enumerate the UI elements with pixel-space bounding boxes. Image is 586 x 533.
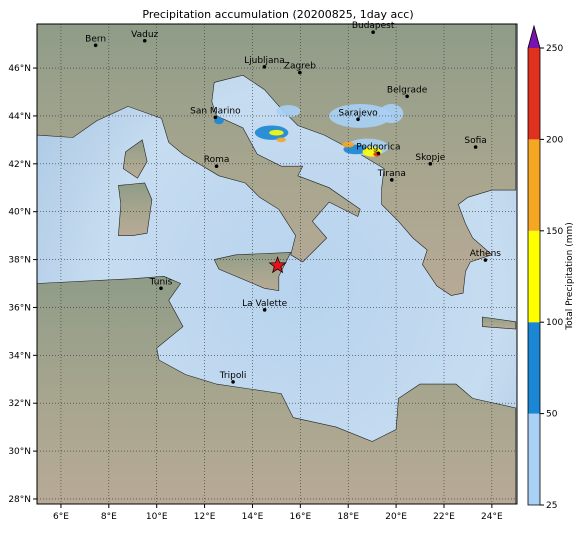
- x-tick-label: 12°E: [194, 512, 216, 522]
- colorbar-tick-label: 150: [546, 227, 563, 237]
- event-star: [268, 256, 287, 274]
- colorbar-tick-label: 50: [546, 410, 558, 420]
- colorbar-frame: [527, 24, 541, 506]
- colorbar-label: Total Precipitation (mm): [565, 222, 575, 331]
- city-marker: [262, 308, 267, 312]
- city-label: San Marino: [190, 106, 241, 116]
- city-marker: [405, 94, 409, 99]
- precip-area: [214, 117, 224, 125]
- city-label: Tunis: [149, 277, 173, 287]
- colorbar-segment: [528, 413, 540, 505]
- city-marker: [262, 65, 267, 69]
- colorbar-tick-label: 100: [546, 318, 563, 328]
- city-marker: [371, 30, 375, 34]
- city-label: Sarajevo: [338, 108, 378, 118]
- y-tick-label: 36°N: [8, 303, 31, 313]
- land: [37, 24, 517, 296]
- precip-area: [276, 105, 301, 118]
- precip-area: [329, 103, 392, 128]
- colorbar-tick-label: 25: [546, 501, 557, 511]
- x-tick-label: 22°E: [433, 512, 455, 522]
- precip-area: [276, 137, 286, 143]
- title: Precipitation accumulation (20200825, 1d…: [142, 8, 413, 21]
- city-label: Vaduz: [131, 30, 158, 40]
- y-tick-label: 44°N: [8, 112, 31, 122]
- city-label: Tripoli: [219, 371, 247, 381]
- city-label: Bern: [85, 34, 106, 44]
- city-marker: [142, 38, 147, 43]
- y-tick-label: 28°N: [8, 495, 31, 505]
- city-marker: [428, 162, 433, 166]
- city-marker: [473, 145, 478, 149]
- city-label: Tirana: [377, 169, 406, 179]
- city-label: Skopje: [415, 153, 445, 163]
- city-label: Ljubljana: [244, 56, 285, 66]
- x-tick-label: 24°E: [481, 512, 503, 522]
- x-tick-label: 20°E: [385, 512, 407, 522]
- city-marker: [376, 151, 381, 156]
- city-marker: [159, 286, 163, 291]
- precip-area: [269, 129, 284, 136]
- city-marker: [298, 70, 302, 75]
- city-label: La Valette: [242, 299, 287, 309]
- city-marker: [389, 178, 394, 182]
- city-marker: [356, 117, 360, 122]
- x-tick-label: 16°E: [290, 512, 312, 522]
- colorbar-segment: [528, 139, 540, 231]
- land: [213, 252, 292, 292]
- y-tick-label: 46°N: [8, 64, 31, 74]
- land: [482, 316, 517, 330]
- x-tick-label: 6°E: [53, 512, 69, 522]
- y-tick-label: 38°N: [8, 256, 31, 266]
- city-marker: [213, 115, 218, 120]
- city-marker: [214, 164, 219, 169]
- colorbar-segment: [528, 322, 540, 414]
- colorbar-tick-label: 250: [546, 44, 563, 54]
- x-tick-label: 8°E: [101, 512, 117, 522]
- city-label: Athens: [470, 249, 501, 259]
- land: [118, 182, 153, 236]
- colorbar-segment: [528, 48, 540, 140]
- city-label: Zagreb: [284, 62, 316, 72]
- city-label: Roma: [204, 155, 230, 165]
- map-area: [37, 24, 517, 504]
- colorbar-extend: [528, 26, 540, 48]
- land: [122, 139, 148, 179]
- y-tick-label: 42°N: [8, 160, 31, 170]
- city-label: Podgorica: [356, 142, 400, 152]
- y-tick-label: 34°N: [8, 351, 31, 361]
- city-marker: [231, 380, 235, 384]
- city-label: Budapest: [352, 21, 395, 31]
- colorbar-segment: [528, 230, 540, 323]
- y-tick-label: 30°N: [8, 447, 31, 457]
- city-label: Sofia: [464, 136, 486, 146]
- city-label: Belgrade: [387, 85, 428, 95]
- map-frame: [36, 23, 518, 505]
- x-tick-label: 18°E: [337, 512, 359, 522]
- city-marker: [93, 43, 98, 48]
- precip-area: [379, 103, 404, 124]
- city-marker: [483, 258, 488, 262]
- colorbar-tick-label: 200: [546, 135, 563, 145]
- y-tick-label: 32°N: [8, 399, 31, 409]
- x-tick-label: 14°E: [242, 512, 264, 522]
- y-tick-label: 40°N: [8, 208, 31, 218]
- x-tick-label: 10°E: [146, 512, 168, 522]
